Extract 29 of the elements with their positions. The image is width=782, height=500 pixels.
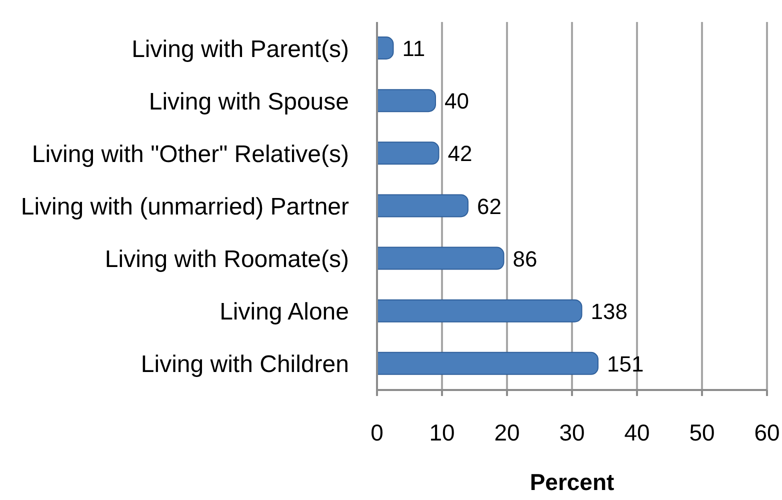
y-tick-label: Living Alone	[220, 298, 349, 326]
x-tick-label: 50	[689, 419, 715, 446]
y-tick-label: Living with "Other" Relative(s)	[32, 140, 349, 168]
annotation: 86	[512, 246, 538, 272]
x-tick-label: 60	[754, 419, 780, 446]
bar	[377, 36, 394, 60]
annotation: 11	[402, 36, 426, 62]
x-tick-label: 10	[429, 419, 455, 446]
bar	[377, 246, 504, 270]
y-tick-label: Living with Children	[140, 351, 349, 378]
x-tick-label: 0	[370, 419, 384, 446]
bar	[377, 299, 582, 322]
annotation: 138	[590, 298, 628, 324]
y-tick-label: Living with Parent(s)	[132, 36, 349, 63]
x-tick-label: 40	[624, 419, 650, 446]
annotation: 151	[607, 352, 644, 377]
bar	[377, 142, 440, 165]
bar	[377, 352, 598, 375]
y-tick-label: Living with (unmarried) Partner	[20, 194, 350, 221]
y-tick-label: Living with Roomate(s)	[104, 246, 349, 274]
annotation: 40	[444, 88, 469, 114]
annotation: 42	[448, 141, 472, 166]
x-tick-label: 30	[559, 419, 585, 446]
y-tick-label: Living with Spouse	[148, 88, 349, 116]
x-tick-label: 20	[494, 419, 520, 446]
bar	[377, 89, 436, 112]
bar	[377, 194, 468, 218]
annotation: 62	[477, 194, 502, 219]
x-axis-title: Percent	[530, 469, 615, 495]
